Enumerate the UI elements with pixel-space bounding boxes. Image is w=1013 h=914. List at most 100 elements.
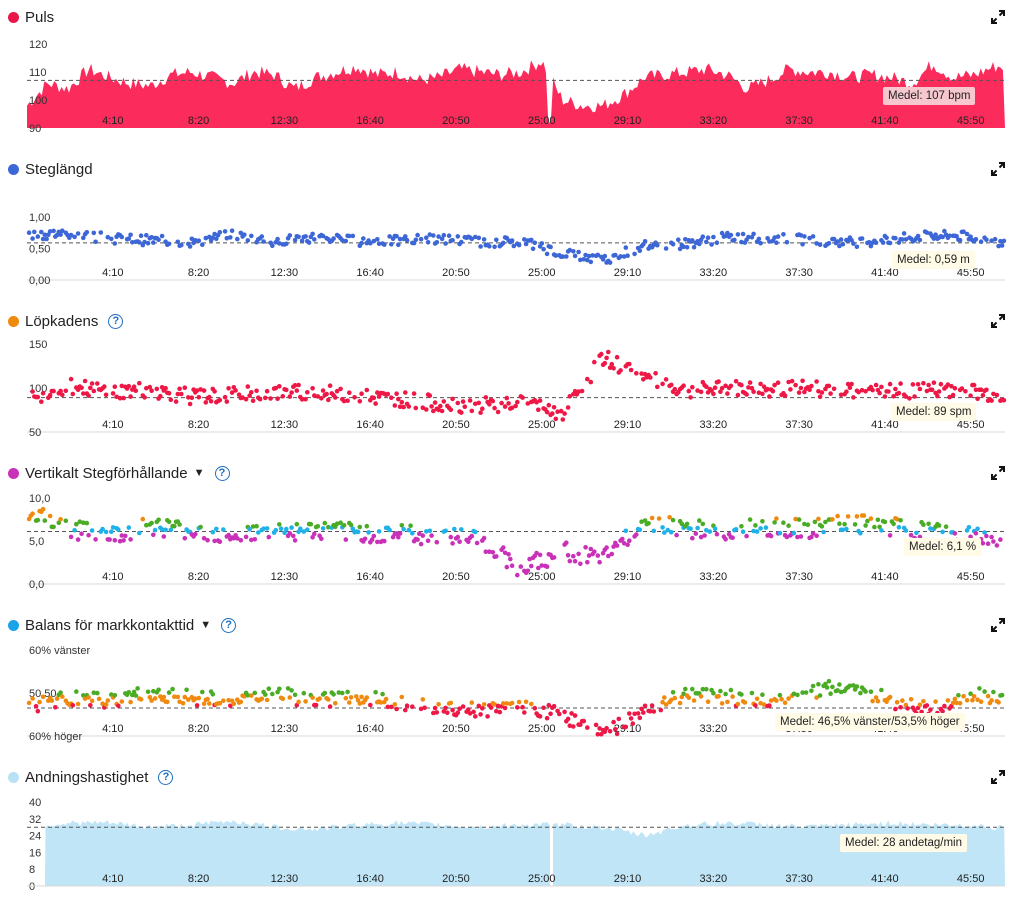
x-tick-label: 33:20 — [700, 115, 728, 127]
data-point — [315, 394, 321, 399]
data-point — [257, 396, 263, 402]
data-point — [418, 236, 424, 242]
data-point — [809, 688, 814, 694]
data-point — [609, 551, 615, 557]
data-point — [884, 235, 889, 241]
help-icon[interactable]: ? — [214, 465, 230, 481]
data-point — [82, 378, 88, 384]
data-point — [152, 696, 158, 701]
data-point — [711, 690, 716, 696]
data-point — [728, 232, 734, 238]
data-point — [572, 713, 578, 718]
data-point — [982, 530, 987, 535]
data-point — [434, 710, 440, 715]
data-point — [326, 397, 331, 403]
data-point — [277, 384, 282, 389]
data-point — [210, 529, 216, 535]
x-tick-label: 16:40 — [356, 723, 384, 735]
data-point — [207, 701, 212, 706]
x-tick-label: 20:50 — [442, 723, 470, 735]
dropdown-caret-icon[interactable]: ▼ — [200, 619, 212, 631]
data-point — [952, 696, 958, 702]
data-point — [700, 521, 706, 527]
expand-icon[interactable] — [991, 314, 1005, 328]
data-point — [368, 702, 373, 708]
data-point — [264, 526, 270, 531]
help-icon[interactable]: ? — [158, 769, 174, 785]
data-point — [366, 530, 371, 535]
data-point — [520, 395, 525, 400]
panel-title: Balans för markkontakttid ▼? — [8, 614, 237, 636]
data-point — [817, 693, 823, 698]
help-icon[interactable]: ? — [108, 313, 124, 329]
x-tick-label: 37:30 — [785, 115, 813, 127]
data-point — [310, 231, 315, 237]
data-point — [879, 687, 884, 693]
help-icon[interactable]: ? — [221, 617, 237, 633]
data-point — [774, 240, 779, 245]
data-point — [632, 711, 637, 717]
data-point — [193, 531, 198, 537]
x-tick-label: 12:30 — [271, 115, 299, 127]
data-point — [690, 686, 695, 692]
data-point — [921, 522, 926, 527]
data-point — [137, 240, 142, 245]
data-point — [879, 528, 884, 533]
data-point — [404, 237, 410, 243]
expand-icon[interactable] — [991, 162, 1005, 176]
data-point — [863, 689, 868, 694]
data-point — [250, 524, 256, 529]
data-point — [746, 385, 751, 390]
data-point — [473, 529, 478, 535]
data-point — [712, 385, 718, 390]
data-point — [294, 521, 300, 527]
data-point — [187, 244, 193, 249]
data-point — [985, 541, 991, 546]
data-point — [667, 515, 672, 520]
data-point — [193, 696, 198, 701]
data-point — [333, 701, 338, 706]
data-point — [527, 556, 532, 562]
data-point — [627, 538, 632, 543]
expand-icon[interactable] — [991, 10, 1005, 24]
data-point — [534, 400, 539, 405]
data-point — [599, 732, 604, 737]
expand-icon[interactable] — [991, 618, 1005, 632]
chart-steglangd: 1,00 0,50 0,00 4:10 8:20 12:30 16:40 20:50 25:00… — [26, 212, 1007, 287]
data-point — [964, 231, 970, 237]
expand-icon[interactable] — [991, 466, 1005, 480]
data-point — [534, 550, 539, 556]
data-point — [558, 408, 564, 414]
data-point — [817, 242, 823, 248]
data-point — [798, 385, 804, 391]
y-tick-label: 60% höger — [29, 731, 83, 743]
avg-label: Medel: 46,5% vänster/53,5% höger — [775, 713, 965, 731]
data-point — [509, 700, 515, 706]
expand-icon[interactable] — [991, 770, 1005, 784]
x-tick-label: 41:40 — [871, 419, 899, 431]
avg-label: Medel: 89 spm — [891, 403, 977, 421]
data-point — [697, 518, 702, 523]
data-point — [459, 527, 464, 532]
data-point — [385, 391, 391, 397]
data-point — [842, 521, 847, 527]
data-point — [796, 517, 802, 522]
data-point — [800, 242, 805, 247]
data-point — [476, 703, 482, 709]
data-point — [775, 380, 781, 385]
data-point — [455, 234, 461, 239]
data-point — [553, 416, 559, 422]
data-point — [564, 540, 569, 545]
dropdown-caret-icon[interactable]: ▼ — [193, 467, 205, 479]
data-point — [436, 234, 441, 239]
data-point — [875, 698, 881, 704]
data-point — [107, 537, 112, 542]
data-point — [936, 523, 942, 528]
data-point — [863, 523, 868, 528]
data-point — [338, 520, 343, 525]
data-point — [60, 392, 65, 398]
data-point — [413, 237, 419, 243]
data-point — [658, 707, 664, 713]
data-point — [72, 234, 77, 240]
data-point — [660, 381, 665, 387]
